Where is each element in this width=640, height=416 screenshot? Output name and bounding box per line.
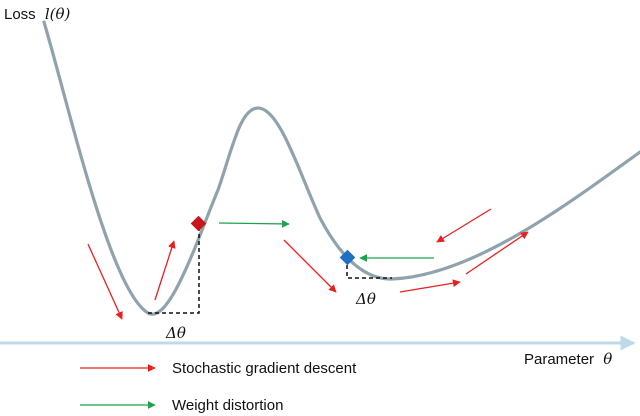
distortion-arrow-1 [218, 220, 290, 228]
right-delta-guide [346, 258, 392, 279]
legend-sgd-label: Stochastic gradient descent [172, 360, 357, 377]
red-diamond-marker [190, 215, 207, 232]
sgd-arrow-1 [87, 243, 123, 320]
sgd-arrow-2 [154, 240, 176, 301]
delta-theta-right-label: Δθ [355, 290, 376, 308]
left-delta-guide [148, 224, 200, 314]
sgd-arrow-4 [399, 279, 461, 293]
y-axis-label-text: Loss [4, 6, 36, 23]
y-axis-label: Loss l(θ) [4, 5, 71, 23]
x-axis-label: Parameter θ [524, 350, 612, 368]
delta-theta-left-label: Δθ [165, 324, 186, 342]
loss-curve [42, 20, 640, 316]
sgd-arrow-3 [283, 239, 337, 293]
legend-distortion-label: Weight distortion [172, 397, 283, 414]
sgd-arrow-5 [465, 231, 529, 275]
x-axis-label-math: θ [603, 350, 612, 368]
x-axis-label-text: Parameter [524, 351, 594, 368]
sgd-arrow-6 [436, 208, 492, 243]
y-axis-label-math: l(θ) [45, 5, 71, 23]
legend: Stochastic gradient descent Weight disto… [80, 360, 357, 414]
